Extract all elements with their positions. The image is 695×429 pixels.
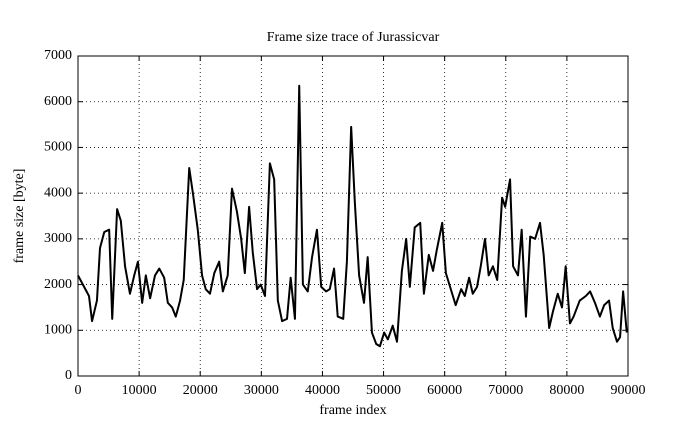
y-tick-label: 7000 xyxy=(44,48,72,63)
x-tick-label: 50000 xyxy=(366,383,401,398)
chart-title: Frame size trace of Jurassicvar xyxy=(267,30,440,45)
x-tick-label: 40000 xyxy=(305,383,340,398)
x-tick-label: 60000 xyxy=(427,383,462,398)
x-tick-label: 10000 xyxy=(122,383,157,398)
y-tick-label: 6000 xyxy=(44,94,72,109)
x-tick-label: 80000 xyxy=(549,383,584,398)
x-tick-label: 0 xyxy=(75,383,82,398)
x-axis-label: frame index xyxy=(319,403,386,418)
y-tick-label: 4000 xyxy=(44,185,72,200)
data-line xyxy=(77,84,628,348)
x-tick-label: 30000 xyxy=(244,383,279,398)
x-tick-label: 90000 xyxy=(611,383,646,398)
plot-frame xyxy=(77,55,629,377)
x-tick-label: 70000 xyxy=(488,383,523,398)
y-tick-label: 2000 xyxy=(44,277,72,292)
x-tick-label: 20000 xyxy=(183,383,218,398)
y-tick-label: 5000 xyxy=(44,140,72,155)
y-tick-label: 0 xyxy=(65,368,72,383)
y-axis-label: frame size [byte] xyxy=(12,169,27,264)
y-tick-label: 3000 xyxy=(44,231,72,246)
y-tick-label: 1000 xyxy=(44,323,72,338)
